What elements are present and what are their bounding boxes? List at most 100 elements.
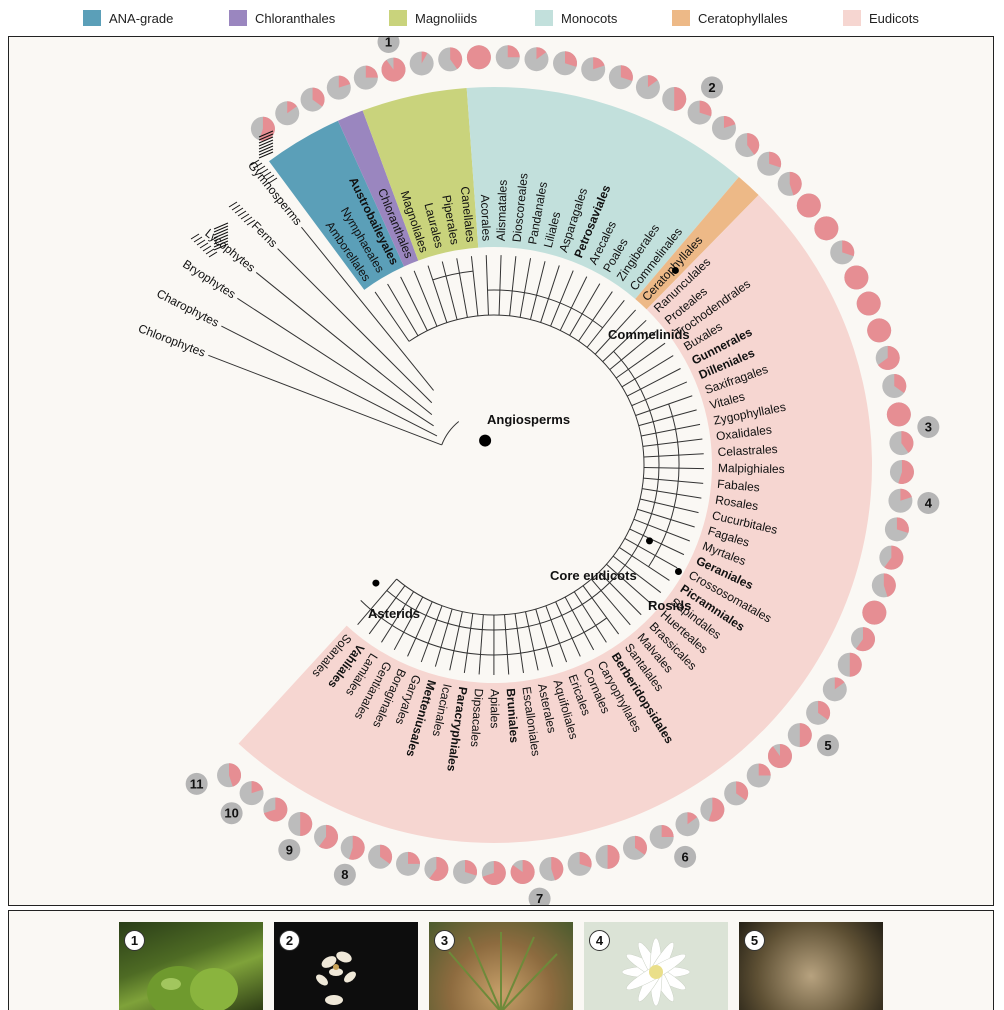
genome-pie	[838, 653, 862, 677]
tree-branch	[551, 271, 574, 327]
legend-label: Chloranthales	[255, 11, 335, 26]
genome-pie	[830, 240, 854, 264]
genome-pie	[747, 763, 771, 787]
tree-branch	[486, 255, 488, 315]
genome-pie	[381, 58, 405, 82]
tree-branch	[520, 258, 530, 317]
genome-pie	[675, 812, 699, 836]
tree-branch	[428, 266, 447, 323]
number-badge-text: 10	[224, 806, 238, 821]
tree-branch	[388, 284, 418, 336]
genome-pie	[467, 45, 491, 69]
lineage-silhouette-icon	[229, 202, 255, 225]
tree-branch	[642, 489, 701, 498]
order-label-acorales: Acorales	[478, 194, 494, 241]
genome-pie	[354, 66, 378, 90]
rosids-arc	[649, 404, 679, 567]
lineage-label-charophytes: Charophytes	[154, 286, 221, 329]
genome-pie	[797, 193, 821, 217]
legend-swatch	[389, 10, 407, 26]
tree-branch	[505, 615, 509, 675]
genome-pie	[688, 101, 712, 125]
number-badge-text: 7	[536, 891, 543, 906]
number-badge-text: 8	[341, 867, 348, 882]
genome-pie	[275, 101, 299, 125]
photo-number: 1	[124, 930, 145, 951]
node-dot-rosids	[675, 568, 682, 575]
tree-branch	[450, 612, 463, 671]
genome-pie	[890, 460, 914, 484]
photo-5: 5	[739, 922, 883, 1010]
legend-swatch	[672, 10, 690, 26]
lineage-branch	[256, 272, 432, 414]
legend-label: ANA-grade	[109, 11, 173, 26]
node-label-rosids: Rosids	[648, 598, 691, 613]
tree-branch	[644, 468, 704, 469]
genome-pie	[862, 601, 886, 625]
legend-swatch	[229, 10, 247, 26]
genome-pie	[778, 172, 802, 196]
lineage-branch	[237, 298, 433, 425]
tree-branch	[632, 382, 687, 406]
genome-pie	[240, 781, 264, 805]
tree-branch	[583, 586, 619, 634]
node-label-asterids: Asterids	[368, 606, 420, 621]
legend-item-eudicots: Eudicots	[843, 9, 919, 27]
node-dot-asterids	[372, 580, 379, 587]
legend-swatch	[83, 10, 101, 26]
order-label-malpighiales: Malpighiales	[718, 461, 785, 476]
tree-branch	[471, 256, 477, 316]
genome-pie	[889, 431, 913, 455]
node-dot-angiosperms	[479, 435, 491, 447]
legend-item-ceratophyllales: Ceratophyllales	[672, 9, 788, 27]
genome-pie	[882, 374, 906, 398]
tree-branch	[479, 615, 483, 675]
genome-pie	[396, 852, 420, 876]
number-badge-text: 1	[385, 37, 392, 49]
genome-pie	[757, 152, 781, 176]
lineage-label-ferns: Ferns	[249, 219, 281, 251]
tree-branch	[627, 368, 680, 396]
photo-number: 2	[279, 930, 300, 951]
tree-branch	[644, 454, 704, 457]
lineage-label-lycophytes: Lycophytes	[202, 226, 258, 275]
genome-pie	[823, 677, 847, 701]
genome-pie	[314, 825, 338, 849]
genome-pie	[496, 45, 520, 69]
genome-pie	[724, 781, 748, 805]
genome-pie	[851, 627, 875, 651]
number-badge-text: 2	[708, 80, 715, 95]
tree-branch	[515, 614, 523, 673]
tree-branch	[643, 478, 703, 483]
photo-number: 3	[434, 930, 455, 951]
genome-pie	[368, 845, 392, 869]
magnoliids-arc	[433, 271, 473, 280]
genome-pie	[662, 87, 686, 111]
genome-pie	[735, 133, 759, 157]
genome-pie	[217, 763, 241, 787]
genome-pie	[876, 346, 900, 370]
genome-pie	[788, 723, 812, 747]
genome-pie	[511, 860, 535, 884]
node-label-commelinids: Commelinids	[608, 327, 690, 342]
genome-pie	[609, 65, 633, 89]
tree-branch	[591, 579, 630, 625]
number-badge-text: 4	[925, 495, 933, 510]
genome-pie	[482, 861, 506, 885]
lineage-label-chlorophytes: Chlorophytes	[136, 321, 207, 359]
photo-1: 1	[119, 922, 263, 1010]
tree-branch	[630, 529, 684, 555]
genome-pie	[341, 836, 365, 860]
tree-branch	[464, 613, 472, 672]
genome-pie	[424, 857, 448, 881]
node-label-core_eudicots: Core eudicots	[550, 568, 637, 583]
tree-branch	[401, 277, 428, 331]
eudicots-arc	[387, 351, 659, 630]
legend-item-magnoliids: Magnoliids	[389, 9, 477, 27]
photo-number: 5	[744, 930, 765, 951]
node-dot-core_eudicots	[646, 537, 653, 544]
legend-item-chloranthales: Chloranthales	[229, 9, 335, 27]
genome-pie	[768, 744, 792, 768]
order-label-apiales: Apiales	[488, 689, 502, 728]
tree-branch	[639, 410, 697, 426]
